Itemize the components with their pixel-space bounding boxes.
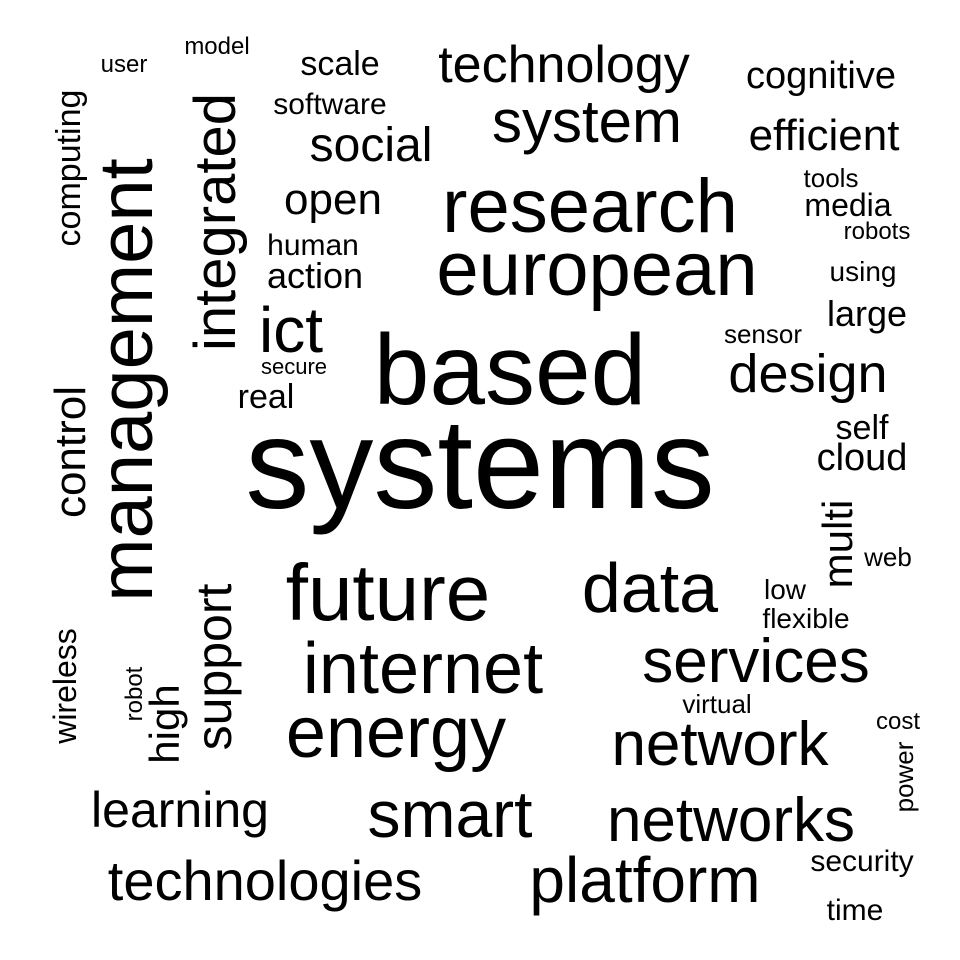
word-multi: multi: [814, 499, 861, 589]
word-web: web: [864, 542, 912, 572]
word-energy: energy: [285, 693, 507, 773]
word-model: model: [184, 33, 250, 60]
word-based: based: [373, 314, 647, 426]
word-social: social: [309, 119, 433, 172]
word-using: using: [829, 256, 897, 287]
word-smart: smart: [367, 777, 533, 851]
word-virtual: virtual: [682, 689, 752, 719]
word-design: design: [728, 344, 888, 404]
word-real: real: [237, 378, 295, 416]
word-software: software: [273, 88, 387, 121]
word-integrated: integrated: [183, 93, 248, 351]
word-future: future: [285, 548, 491, 637]
word-management: management: [84, 158, 169, 602]
word-power: power: [889, 741, 919, 813]
word-research: research: [442, 164, 738, 249]
word-support: support: [186, 583, 242, 751]
word-platform: platform: [529, 844, 761, 916]
word-internet: internet: [302, 629, 544, 709]
word-large: large: [826, 293, 908, 334]
word-technologies: technologies: [107, 849, 423, 912]
word-tools: tools: [803, 163, 859, 193]
word-cognitive: cognitive: [746, 55, 896, 97]
word-robots: robots: [843, 218, 911, 245]
word-learning: learning: [91, 782, 269, 838]
word-user: user: [100, 51, 148, 78]
word-time: time: [826, 894, 884, 927]
word-open: open: [284, 175, 382, 224]
word-wireless: wireless: [47, 628, 83, 744]
word-security: security: [810, 845, 914, 878]
word-scale: scale: [300, 45, 380, 83]
word-action: action: [266, 255, 364, 296]
word-data: data: [581, 549, 719, 627]
word-computing: computing: [50, 89, 88, 247]
word-network: network: [611, 710, 829, 779]
word-high: high: [141, 684, 188, 764]
word-ict: ict: [259, 294, 323, 366]
word-robot: robot: [121, 666, 148, 722]
word-efficient: efficient: [748, 111, 900, 160]
word-media: media: [804, 187, 892, 223]
word-flexible: flexible: [762, 603, 850, 634]
word-services: services: [642, 627, 870, 696]
word-low: low: [763, 574, 807, 605]
word-control: control: [46, 385, 95, 519]
word-technology: technology: [438, 36, 690, 94]
word-cloud: cloud: [816, 437, 908, 479]
word-system: system: [491, 88, 683, 155]
word-human: human: [267, 229, 359, 262]
word-secure: secure: [260, 354, 328, 379]
word-cost: cost: [875, 708, 921, 735]
word-sensor: sensor: [723, 319, 803, 349]
word-systems: systems: [245, 393, 715, 536]
word-european: european: [436, 227, 758, 312]
word-self: self: [835, 409, 889, 447]
word-networks: networks: [606, 786, 856, 855]
